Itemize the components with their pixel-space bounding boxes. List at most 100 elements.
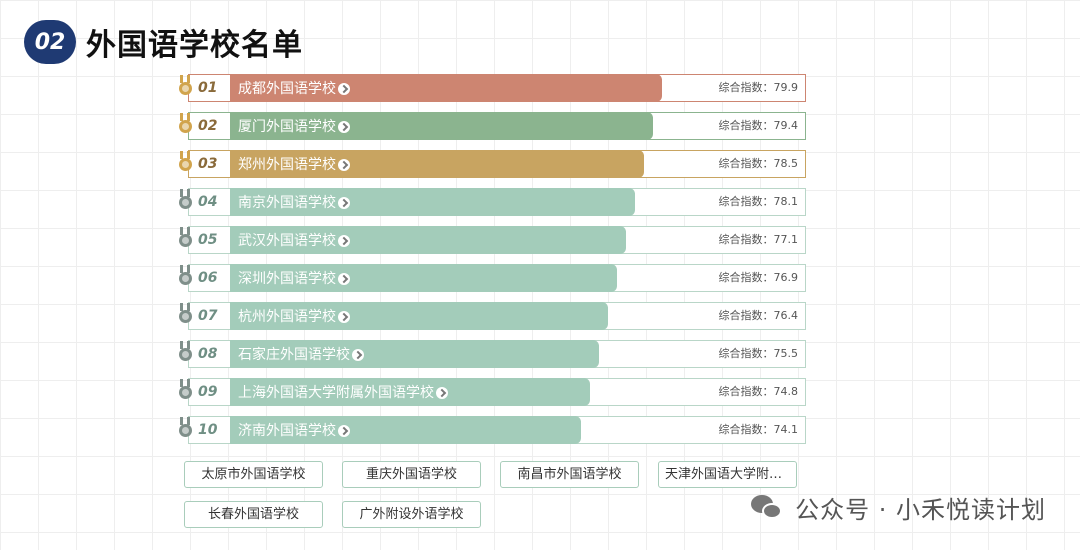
school-bar[interactable]: 石家庄外国语学校 (230, 340, 599, 368)
school-name[interactable]: 深圳外国语学校 (238, 271, 336, 287)
score-value: 76.9 (773, 271, 799, 284)
rank-number: 10 (198, 422, 218, 438)
chevron-right-icon[interactable] (352, 349, 364, 361)
school-name[interactable]: 石家庄外国语学校 (238, 347, 350, 363)
ranking-row: 09 上海外国语大学附属外国语学校 综合指数：74.8 (178, 378, 808, 406)
school-name[interactable]: 厦门外国语学校 (238, 119, 336, 135)
composite-score: 综合指数：79.4 (719, 112, 799, 140)
score-value: 79.9 (773, 81, 799, 94)
score-value: 77.1 (773, 233, 799, 246)
school-bar[interactable]: 深圳外国语学校 (230, 264, 617, 292)
score-prefix: 综合指数： (718, 233, 774, 246)
other-school-chip[interactable]: 天津外国语大学附属... (658, 461, 797, 488)
other-school-chip[interactable]: 广外附设外语学校 (342, 501, 481, 528)
silver-medal-icon (178, 303, 192, 327)
composite-score: 综合指数：76.9 (719, 264, 799, 292)
ranking-row: 05 武汉外国语学校 综合指数：77.1 (178, 226, 808, 254)
silver-medal-icon (178, 265, 192, 289)
school-name[interactable]: 武汉外国语学校 (238, 233, 336, 249)
rank-number: 08 (198, 346, 218, 362)
school-bar[interactable]: 上海外国语大学附属外国语学校 (230, 378, 590, 406)
score-value: 74.1 (773, 423, 799, 436)
school-name[interactable]: 杭州外国语学校 (238, 309, 336, 325)
other-school-chip[interactable]: 长春外国语学校 (184, 501, 323, 528)
other-school-chip[interactable]: 南昌市外国语学校 (500, 461, 639, 488)
score-value: 79.4 (773, 119, 799, 132)
ranking-row: 08 石家庄外国语学校 综合指数：75.5 (178, 340, 808, 368)
school-name[interactable]: 成都外国语学校 (238, 81, 336, 97)
section-header: 02 外国语学校名单 (24, 14, 303, 70)
score-value: 76.4 (773, 309, 799, 322)
silver-medal-icon (178, 227, 192, 251)
silver-medal-icon (178, 379, 192, 403)
composite-score: 综合指数：79.9 (719, 74, 799, 102)
composite-score: 综合指数：78.5 (719, 150, 799, 178)
ranking-row: 01 成都外国语学校 综合指数：79.9 (178, 74, 808, 102)
score-prefix: 综合指数： (718, 271, 774, 284)
school-bar[interactable]: 南京外国语学校 (230, 188, 635, 216)
school-name[interactable]: 南京外国语学校 (238, 195, 336, 211)
composite-score: 综合指数：78.1 (719, 188, 799, 216)
silver-medal-icon (178, 341, 192, 365)
composite-score: 综合指数：75.5 (719, 340, 799, 368)
score-value: 78.5 (773, 157, 799, 170)
school-bar[interactable]: 武汉外国语学校 (230, 226, 626, 254)
rank-number: 03 (198, 156, 218, 172)
school-name[interactable]: 郑州外国语学校 (238, 157, 336, 173)
section-number-badge: 02 (24, 20, 76, 64)
school-bar[interactable]: 济南外国语学校 (230, 416, 581, 444)
score-prefix: 综合指数： (718, 347, 774, 360)
rank-number: 09 (198, 384, 218, 400)
chevron-right-icon[interactable] (338, 197, 350, 209)
footer-text: 公众号 · 小禾悦读计划 (795, 495, 1046, 524)
ranking-row: 02 厦门外国语学校 综合指数：79.4 (178, 112, 808, 140)
score-value: 74.8 (773, 385, 799, 398)
score-value: 75.5 (773, 347, 799, 360)
rank-number: 02 (198, 118, 218, 134)
ranking-row: 10 济南外国语学校 综合指数：74.1 (178, 416, 808, 444)
composite-score: 综合指数：74.1 (719, 416, 799, 444)
ranking-row: 06 深圳外国语学校 综合指数：76.9 (178, 264, 808, 292)
score-value: 78.1 (773, 195, 799, 208)
chevron-right-icon[interactable] (338, 273, 350, 285)
page-title: 外国语学校名单 (86, 28, 303, 63)
rank-number: 04 (198, 194, 218, 210)
rank-number: 05 (198, 232, 218, 248)
school-bar[interactable]: 厦门外国语学校 (230, 112, 653, 140)
gold-medal-icon (178, 113, 192, 137)
school-bar[interactable]: 杭州外国语学校 (230, 302, 608, 330)
chevron-right-icon[interactable] (338, 159, 350, 171)
school-name[interactable]: 济南外国语学校 (238, 423, 336, 439)
school-bar[interactable]: 郑州外国语学校 (230, 150, 644, 178)
other-school-chip[interactable]: 太原市外国语学校 (184, 461, 323, 488)
silver-medal-icon (178, 417, 192, 441)
chevron-right-icon[interactable] (338, 425, 350, 437)
ranking-row: 07 杭州外国语学校 综合指数：76.4 (178, 302, 808, 330)
composite-score: 综合指数：76.4 (719, 302, 799, 330)
school-name[interactable]: 上海外国语大学附属外国语学校 (238, 385, 434, 401)
rank-number: 07 (198, 308, 218, 324)
score-prefix: 综合指数： (718, 423, 774, 436)
wechat-icon (751, 492, 785, 522)
gold-medal-icon (178, 75, 192, 99)
score-prefix: 综合指数： (718, 195, 774, 208)
other-school-chip[interactable]: 重庆外国语学校 (342, 461, 481, 488)
school-bar[interactable]: 成都外国语学校 (230, 74, 662, 102)
chevron-right-icon[interactable] (338, 83, 350, 95)
silver-medal-icon (178, 189, 192, 213)
composite-score: 综合指数：77.1 (719, 226, 799, 254)
chevron-right-icon[interactable] (338, 121, 350, 133)
rank-number: 06 (198, 270, 218, 286)
score-prefix: 综合指数： (718, 385, 774, 398)
gold-medal-icon (178, 151, 192, 175)
score-prefix: 综合指数： (718, 309, 774, 322)
chevron-right-icon[interactable] (338, 235, 350, 247)
score-prefix: 综合指数： (718, 119, 774, 132)
score-prefix: 综合指数： (718, 81, 774, 94)
composite-score: 综合指数：74.8 (719, 378, 799, 406)
footer-watermark: 公众号 · 小禾悦读计划 (751, 488, 1046, 526)
chevron-right-icon[interactable] (338, 311, 350, 323)
chevron-right-icon[interactable] (436, 387, 448, 399)
ranking-row: 04 南京外国语学校 综合指数：78.1 (178, 188, 808, 216)
ranking-list: 01 成都外国语学校 综合指数：79.9 02 厦门外国语学校 综合指数：79.4 03 郑州… (178, 74, 808, 454)
